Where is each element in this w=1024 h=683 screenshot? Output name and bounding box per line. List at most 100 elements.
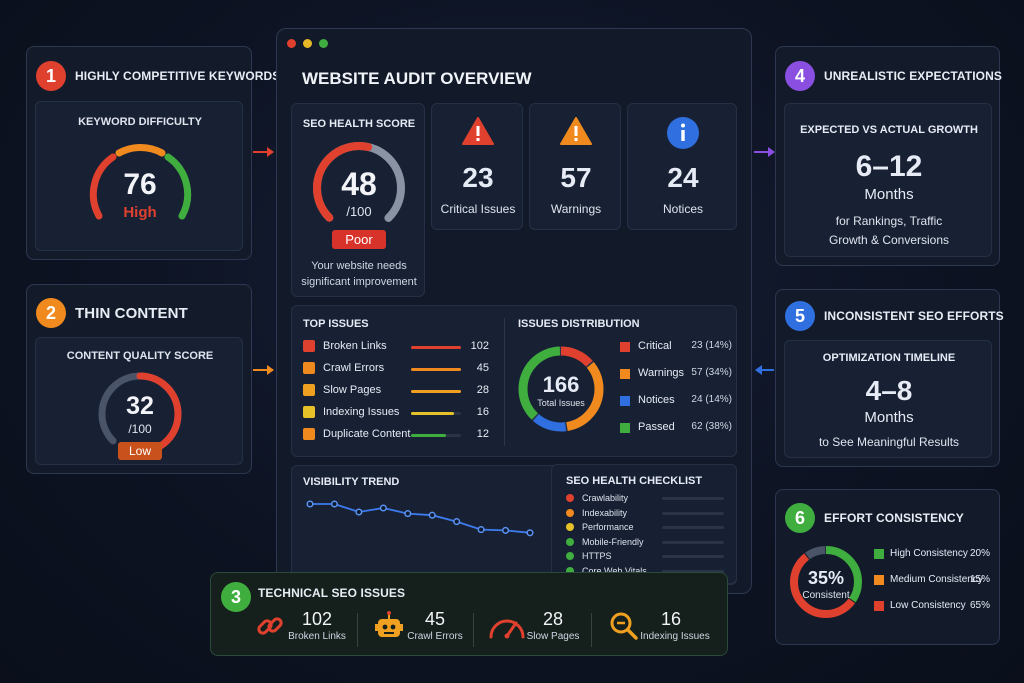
- info-circle-icon: [667, 117, 699, 149]
- issue-bar-fill: [411, 390, 461, 393]
- panel-subtitle: SEO HEALTH SCORE: [302, 118, 416, 130]
- visibility-trend-title: VISIBILITY TREND: [303, 476, 400, 488]
- checklist-item-label: Core Web Vitals: [582, 565, 647, 576]
- keyword-difficulty-value-text: 76: [123, 168, 157, 201]
- card-number-badge: 4: [785, 61, 815, 91]
- issue-label: Duplicate Content: [323, 428, 411, 440]
- card-title: TECHNICAL SEO ISSUES: [258, 586, 406, 600]
- stat-card-critical[interactable]: 23 Critical Issues: [431, 103, 523, 230]
- timeline-range-value: 4–8: [865, 375, 913, 406]
- checklist-item-label: Indexability: [582, 507, 628, 518]
- visibility-trend-line-chart: [306, 500, 534, 537]
- magnifier-icon: [610, 612, 638, 640]
- seo-health-denominator: /100: [346, 204, 372, 219]
- keyword-difficulty-level: High: [123, 204, 157, 221]
- checklist-bar: [662, 526, 724, 529]
- trend-point: [526, 529, 534, 537]
- connector-arrow-1: [253, 147, 274, 157]
- issue-bar-fill: [411, 346, 461, 349]
- content-quality-panel: CONTENT QUALITY SCORE 32 /100 Low: [35, 337, 243, 465]
- item-divider: [473, 613, 474, 647]
- distribution-total: 166: [542, 372, 580, 397]
- stat-card-warnings[interactable]: 57 Warnings: [529, 103, 621, 230]
- checklist-item-label: Mobile-Friendly: [582, 536, 644, 547]
- seo-health-gauge: [313, 142, 405, 234]
- growth-range-unit: Months: [864, 186, 914, 203]
- warning-triangle-red-icon: [462, 117, 494, 145]
- tech-issue-value: 45: [424, 609, 446, 629]
- keyword-difficulty-gauge: [89, 144, 192, 220]
- panel-subtitle: CONTENT QUALITY SCORE: [66, 350, 214, 362]
- legend-label: Medium Consistency: [890, 574, 983, 585]
- growth-panel: EXPECTED VS ACTUAL GROWTH 6–12 Months fo…: [784, 103, 992, 257]
- effort-consistency-donut: [790, 546, 862, 618]
- panel-subtitle: EXPECTED VS ACTUAL GROWTH: [800, 124, 978, 136]
- timeline-desc: to See Meaningful Results: [818, 435, 960, 449]
- top-issues-list: Broken Links 102 Crawl Errors 45 Slow Pages 2…: [303, 340, 493, 452]
- legend-swatch: [620, 423, 630, 433]
- checklist-bar: [662, 511, 724, 515]
- checklist-item-label: Performance: [582, 522, 634, 532]
- connector-arrow-4: [754, 147, 775, 157]
- content-quality-value: 32: [126, 392, 154, 420]
- card-effort-consistency: 6 EFFORT CONSISTENCY 35% Consistent High…: [775, 489, 1000, 645]
- card-number-badge: 1: [36, 61, 66, 91]
- donut-slice-warnings: [518, 346, 604, 432]
- panel-subtitle: KEYWORD DIFFICULTY: [78, 116, 202, 128]
- trend-line: [310, 503, 531, 534]
- speedometer-icon: [489, 619, 525, 639]
- legend-label: Low Consistency: [890, 600, 966, 611]
- card-title: THIN CONTENT: [75, 305, 188, 322]
- check-icon: [566, 552, 574, 560]
- top-issues-title: TOP ISSUES: [303, 318, 369, 330]
- checklist-bar: [662, 540, 724, 544]
- stat-label: Notices: [662, 202, 703, 216]
- legend-swatch: [620, 342, 630, 352]
- checklist-bar: [662, 497, 724, 500]
- issue-label: Indexing Issues: [323, 406, 400, 418]
- legend-value: 24 (14%): [691, 394, 732, 405]
- window-minimize-dot[interactable]: [303, 39, 312, 48]
- panel-subtitle: OPTIMIZATION TIMELINE: [822, 352, 956, 364]
- check-icon: [566, 494, 574, 502]
- trend-point: [379, 504, 387, 512]
- trend-point: [502, 526, 510, 534]
- card-inconsistent-seo-efforts: 5 INCONSISTENT SEO EFFORTS OPTIMIZATION …: [775, 289, 1004, 467]
- stat-value: 23: [462, 162, 494, 193]
- issue-icon: [303, 428, 315, 440]
- trend-point: [330, 500, 338, 508]
- checklist-bar: [662, 569, 724, 573]
- donut-slice-critical: [518, 346, 604, 432]
- legend-value: 57 (34%): [691, 367, 732, 378]
- panel-divider: [504, 318, 505, 446]
- trend-point: [453, 518, 461, 526]
- trend-point: [477, 526, 485, 534]
- legend-value: 62 (38%): [691, 421, 732, 432]
- check-icon: [566, 523, 574, 531]
- item-divider: [591, 613, 592, 647]
- card-title: EFFORT CONSISTENCY: [824, 511, 964, 525]
- issue-count: 102: [470, 340, 489, 352]
- window-close-dot[interactable]: [287, 39, 296, 48]
- content-quality-denominator: /100: [128, 422, 152, 436]
- tech-issue-label: Slow Pages: [526, 631, 580, 642]
- stat-card-notices[interactable]: 24 Notices: [627, 103, 737, 230]
- seo-health-note-line2: significant improvement: [301, 276, 417, 288]
- tech-issue-label: Broken Links: [288, 631, 346, 642]
- audit-title: WEBSITE AUDIT OVERVIEW: [302, 69, 532, 88]
- tech-issue-value: 16: [660, 609, 682, 629]
- keyword-difficulty-panel: KEYWORD DIFFICULTY 76 High: [35, 101, 243, 251]
- stat-label: Warnings: [550, 202, 602, 216]
- seo-health-note-line1: Your website needs: [311, 260, 407, 272]
- card-technical-seo-issues: 3 TECHNICAL SEO ISSUES 102 Broken Links …: [210, 572, 728, 656]
- issue-icon: [303, 362, 315, 374]
- issue-icon: [303, 384, 315, 396]
- check-icon: [566, 508, 574, 517]
- consistency-donut-segment: [790, 546, 862, 618]
- check-icon: [566, 537, 574, 546]
- window-maximize-dot[interactable]: [319, 39, 328, 48]
- card-number-badge: 6: [785, 503, 815, 533]
- legend-value: 20%: [969, 548, 990, 559]
- card-title: INCONSISTENT SEO EFFORTS: [824, 309, 1004, 323]
- legend-value: 23 (14%): [691, 340, 732, 351]
